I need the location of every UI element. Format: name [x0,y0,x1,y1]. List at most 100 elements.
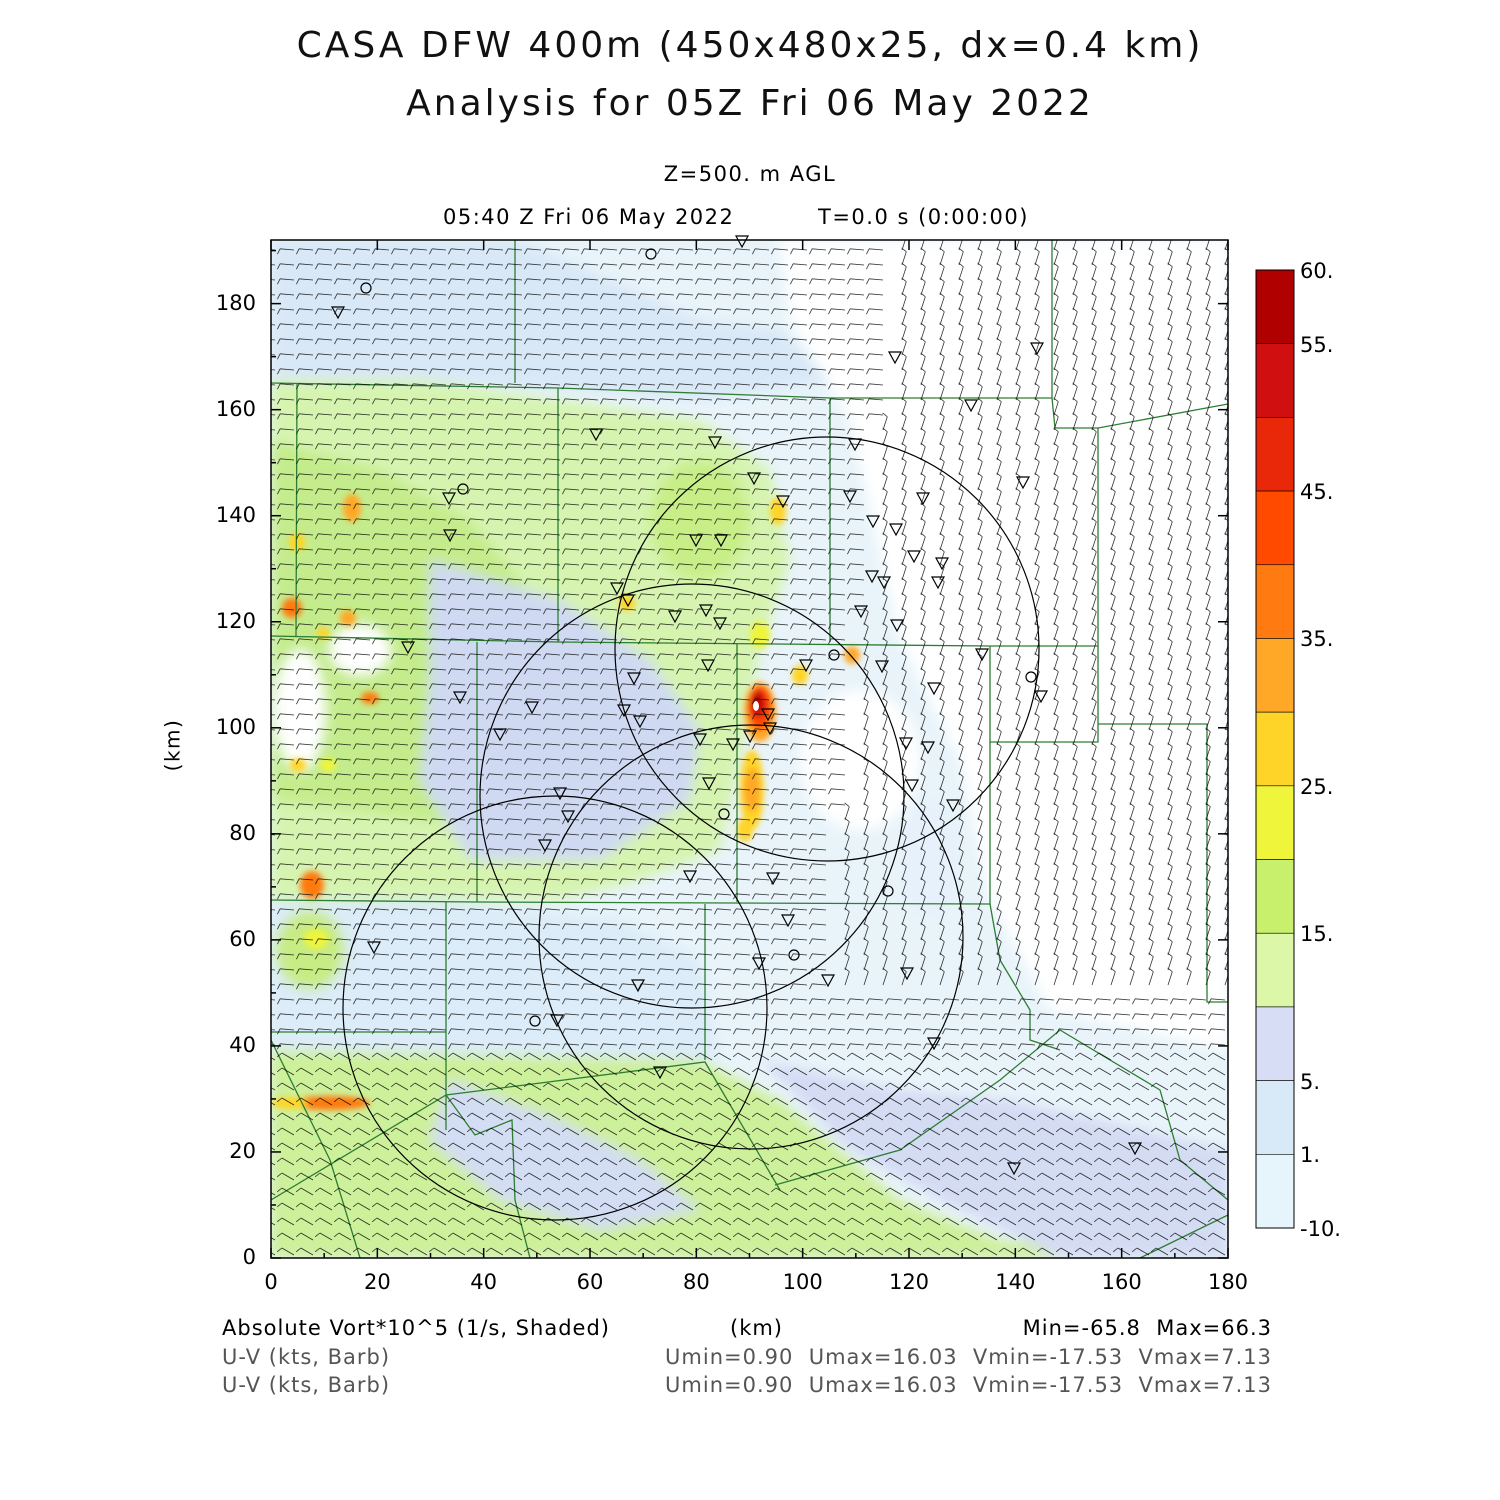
y-tick-label: 80 [229,820,256,845]
station-triangle [780,914,796,928]
station-triangle [898,737,914,751]
station-markers [330,235,1143,1176]
station-circle [718,808,730,820]
y-tick-label: 40 [229,1032,256,1057]
station-triangle [1015,476,1031,490]
station-triangle [524,701,540,715]
station-triangle [626,672,642,686]
range-ring [342,795,768,1221]
station-circle [788,949,800,961]
x-tick-label: 40 [470,1270,498,1294]
y-tick-label: 160 [215,396,256,421]
min-max: Min=-65.8 Max=66.3 [1022,1316,1272,1340]
county-boundaries [271,240,1228,1258]
x-tick-label: 100 [782,1270,823,1294]
station-triangle [692,733,708,747]
x-tick-label: 60 [576,1270,604,1294]
station-triangle [701,777,717,791]
y-tick-label: 100 [215,714,256,739]
station-circle [529,1015,541,1027]
station-triangle [974,648,990,662]
colorbar-label: -10. [1300,1217,1341,1241]
station-triangle [842,490,858,504]
station-triangle [442,529,458,543]
station-triangle [667,610,683,624]
colorbar-swatch [1255,711,1295,787]
station-circle [645,248,657,260]
x-tick-label: 0 [264,1270,278,1294]
station-triangle [700,659,716,673]
x-tick-label: 160 [1101,1270,1142,1294]
station-triangle [1029,342,1045,356]
colorbar-swatch [1255,417,1295,492]
station-triangle [742,730,758,744]
station-triangle [887,351,903,365]
colorbar-swatch [1255,932,1295,1008]
station-triangle [820,974,836,988]
y-tick-label: 120 [215,608,256,633]
station-triangle [492,728,508,742]
station-triangle [775,495,791,509]
colorbar-label: 15. [1300,922,1334,947]
station-triangle [682,870,698,884]
station-triangle [760,708,776,722]
barb-stats-1: Umin=0.90 Umax=16.03 Vmin=-17.53 Vmax=7.… [665,1345,1272,1369]
station-triangle [632,715,648,729]
colorbar-swatch [1255,490,1295,566]
station-triangle [698,604,714,618]
station-triangle [864,570,880,584]
station-triangle [876,576,892,590]
station-triangle [366,941,382,955]
colorbar-swatch [1255,1154,1295,1229]
valid-time: 05:40 Z Fri 06 May 2022 [443,205,735,229]
station-triangle [906,550,922,564]
y-axis-label: (km) [160,718,185,772]
station-triangle [930,576,946,590]
station-triangle [452,691,468,705]
y-tick-label: 180 [215,290,256,315]
y-tick-label: 60 [229,926,256,951]
station-triangle [630,979,646,993]
colorbar [1255,269,1295,1229]
station-triangle [889,619,905,633]
title-line-2: Analysis for 05Z Fri 06 May 2022 [406,83,1094,124]
wind-barbs [271,240,1228,1256]
station-circle [457,483,469,495]
station-circle [828,649,840,661]
station-triangle [549,1014,565,1028]
station-triangle [400,641,416,655]
range-ring [538,724,964,1150]
station-triangle [441,492,457,506]
station-triangle [751,957,767,971]
colorbar-label: 1. [1300,1143,1321,1168]
station-triangle [1127,1142,1143,1156]
x-tick-label: 140 [995,1270,1036,1294]
radar-range-rings [342,436,1040,1221]
station-triangle [1033,690,1049,704]
station-triangle [798,659,814,673]
station-circle [882,885,894,897]
range-ring [614,436,1040,862]
colorbar-label: 55. [1300,332,1334,357]
station-circle [1025,671,1037,683]
forecast-time: T=0.0 s (0:00:00) [818,205,1029,229]
colorbar-swatch [1255,269,1295,344]
field-description: Absolute Vort*10^5 (1/s, Shaded) [222,1316,610,1340]
station-triangle [847,438,863,452]
barb-description-1: U-V (kts, Barb) [222,1345,391,1369]
station-triangle [746,472,762,486]
colorbar-swatch [1255,1080,1295,1155]
station-triangle [552,787,568,801]
x-tick-label: 180 [1207,1270,1249,1294]
station-triangle [620,594,636,608]
colorbar-label: 35. [1300,627,1334,652]
station-triangle [1006,1162,1022,1176]
station-triangle [926,682,942,696]
colorbar-label: 5. [1300,1069,1321,1094]
colorbar-label: 45. [1300,480,1334,505]
station-triangle [609,582,625,596]
colorbar-swatch [1255,564,1295,639]
station-triangle [926,1037,942,1051]
colorbar-label: 60. [1300,259,1334,283]
